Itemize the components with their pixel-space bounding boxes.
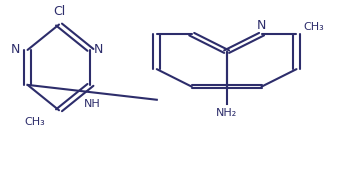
Text: N: N — [94, 43, 103, 56]
Text: NH₂: NH₂ — [216, 108, 237, 118]
Text: NH: NH — [84, 99, 101, 109]
Text: CH₃: CH₃ — [24, 117, 45, 127]
Text: N: N — [11, 43, 21, 56]
Text: N: N — [257, 19, 266, 32]
Text: CH₃: CH₃ — [303, 22, 324, 32]
Text: Cl: Cl — [53, 4, 65, 18]
